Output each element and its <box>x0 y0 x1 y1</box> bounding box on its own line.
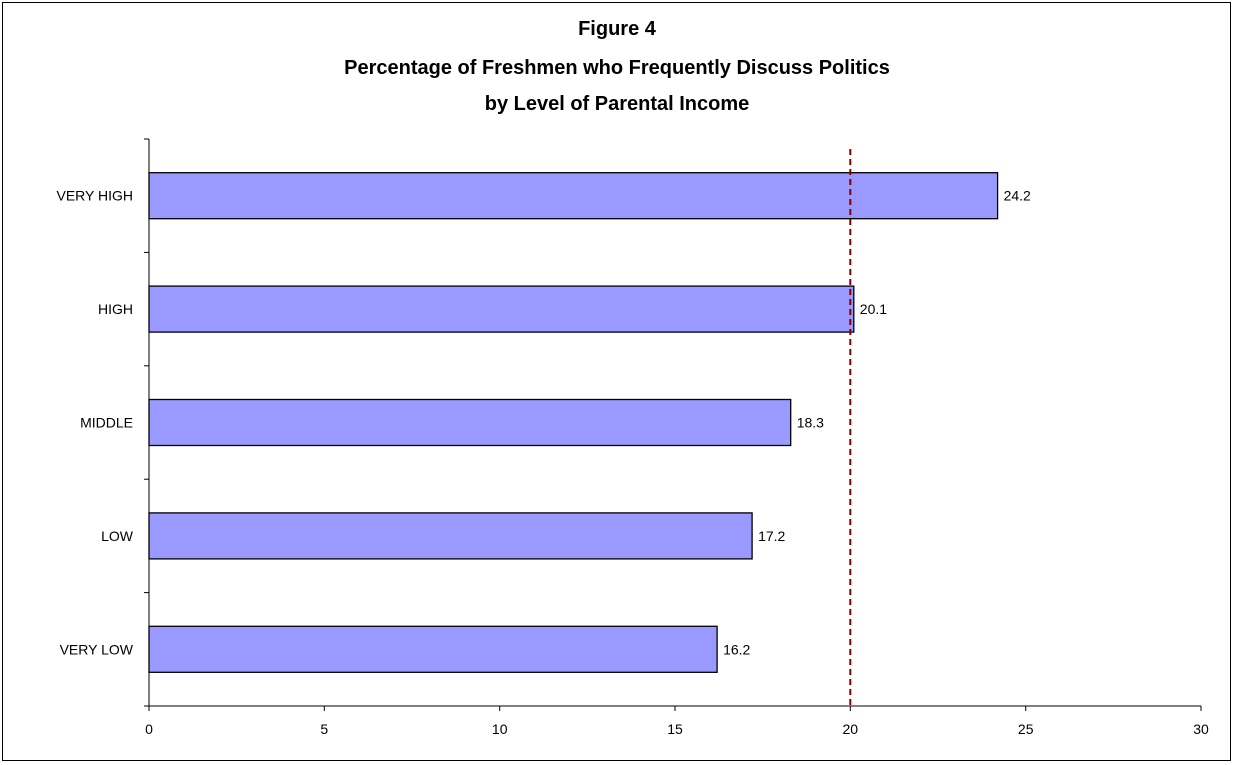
bar-very-low <box>148 625 718 673</box>
x-tick-label: 20 <box>843 721 859 737</box>
bar-low <box>148 512 753 560</box>
data-label: 17.2 <box>758 528 785 544</box>
x-tick-label: 10 <box>492 721 508 737</box>
bar-chart: Figure 4 Percentage of Freshmen who Freq… <box>56 18 1209 737</box>
chart-title: Figure 4 Percentage of Freshmen who Freq… <box>344 18 890 115</box>
y-tick-label: LOW <box>101 528 134 544</box>
data-label: 24.2 <box>1004 188 1031 204</box>
y-tick-label: HIGH <box>98 301 133 317</box>
axes: VERY HIGH HIGH MIDDLE LOW VERY LOW 0 5 10 15 20 25… <box>56 138 1209 737</box>
x-tick-label: 5 <box>320 721 328 737</box>
chart-title-line-1: Figure 4 <box>578 18 657 40</box>
data-label: 16.2 <box>723 641 750 657</box>
y-tick-label: VERY LOW <box>60 641 134 657</box>
y-tick-label: VERY HIGH <box>56 188 133 204</box>
bar-high <box>148 285 855 333</box>
chart-title-line-2: Percentage of Freshmen who Frequently Di… <box>344 57 890 79</box>
y-tick-label: MIDDLE <box>80 415 133 431</box>
data-label: 18.3 <box>797 415 824 431</box>
x-tick-label: 25 <box>1018 721 1034 737</box>
data-label: 20.1 <box>860 301 887 317</box>
x-tick-label: 15 <box>667 721 683 737</box>
bar-middle <box>148 398 792 447</box>
x-tick-label: 0 <box>145 721 153 737</box>
bars: 24.2 20.1 18.3 17.2 16.2 <box>148 172 1031 673</box>
bar-very-high <box>148 172 999 220</box>
x-tick-label: 30 <box>1193 721 1209 737</box>
chart-title-line-3: by Level of Parental Income <box>485 93 750 115</box>
